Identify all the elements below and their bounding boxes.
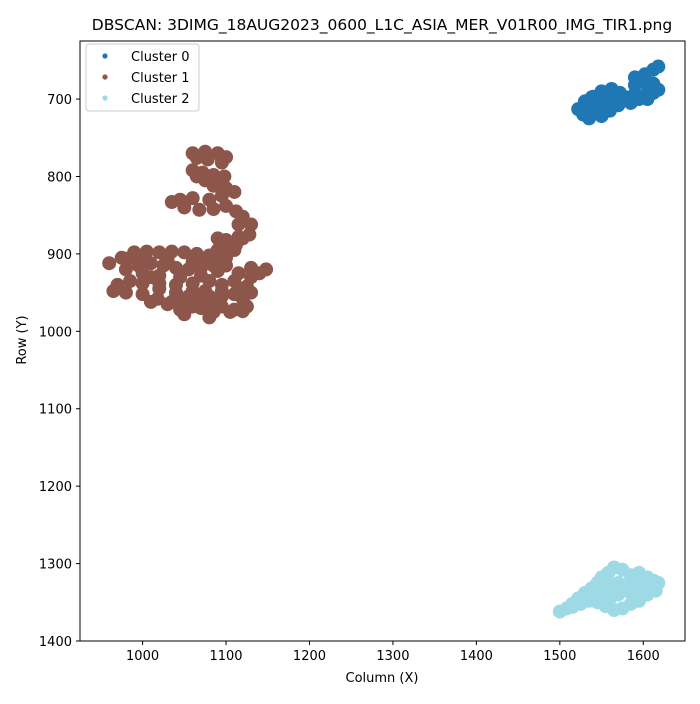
legend-marker-cluster-2: [102, 95, 108, 101]
point-cluster-1-118: [143, 270, 158, 285]
point-cluster-1-113: [198, 256, 213, 271]
x-tick-label: 1600: [627, 649, 660, 664]
point-cluster-1-79: [106, 284, 121, 299]
point-cluster-1-13: [189, 169, 204, 184]
point-cluster-1-111: [160, 253, 175, 268]
point-cluster-1-98: [206, 304, 221, 319]
point-cluster-1-39: [102, 256, 117, 271]
y-tick-label: 1400: [39, 635, 72, 650]
point-cluster-1-23: [192, 202, 207, 217]
legend-label-cluster-0: Cluster 0: [131, 50, 190, 65]
x-tick-label: 1500: [543, 649, 576, 664]
point-cluster-2-36: [602, 591, 617, 606]
series-cluster-1: [102, 144, 274, 325]
point-cluster-1-67: [259, 262, 274, 277]
y-axis-ticks: 700 800 900 1000 1100 1200 1300 1400: [39, 93, 80, 650]
point-cluster-1-16: [227, 184, 242, 199]
x-tick-label: 1300: [376, 649, 409, 664]
point-cluster-1-63: [219, 258, 234, 273]
point-cluster-2-26: [565, 599, 580, 614]
point-cluster-0-34: [584, 90, 599, 105]
point-cluster-1-5: [200, 152, 215, 167]
point-cluster-1-115: [152, 281, 167, 296]
legend-marker-cluster-1: [102, 74, 108, 80]
y-tick-label: 900: [47, 248, 72, 263]
point-cluster-1-22: [177, 200, 192, 215]
x-tick-label: 1000: [126, 649, 159, 664]
point-cluster-1-104: [168, 285, 183, 300]
point-cluster-1-101: [194, 301, 208, 316]
point-cluster-1-28: [231, 217, 246, 232]
y-tick-label: 1000: [39, 325, 72, 340]
y-tick-label: 1300: [39, 558, 72, 573]
point-cluster-0-19: [642, 80, 657, 95]
y-tick-label: 1200: [39, 480, 72, 495]
point-cluster-1-36: [235, 231, 250, 246]
y-tick-label: 1100: [39, 403, 72, 418]
point-cluster-1-108: [231, 281, 246, 296]
point-cluster-1-100: [235, 304, 250, 319]
point-cluster-1-109: [244, 285, 259, 300]
point-cluster-0-29: [607, 95, 622, 110]
legend-label-cluster-2: Cluster 2: [131, 92, 190, 107]
point-cluster-0-33: [640, 92, 655, 107]
point-cluster-1-24: [206, 202, 221, 216]
x-tick-label: 1400: [460, 649, 493, 664]
y-axis-label: Row (Y): [15, 315, 30, 364]
point-cluster-1-77: [123, 274, 138, 288]
point-cluster-1-45: [177, 245, 192, 260]
point-cluster-0-30: [579, 101, 594, 116]
series-cluster-2: [552, 560, 666, 619]
point-cluster-0-32: [627, 78, 642, 93]
legend-marker-cluster-0: [102, 53, 108, 59]
point-cluster-2-39: [632, 581, 647, 596]
chart-title: DBSCAN: 3DIMG_18AUG2023_0600_L1C_ASIA_ME…: [92, 16, 672, 35]
point-cluster-1-99: [223, 304, 238, 319]
point-cluster-0-31: [590, 101, 605, 116]
legend: Cluster 0 Cluster 1 Cluster 2: [85, 43, 200, 112]
point-cluster-1-6: [189, 150, 204, 165]
point-cluster-2-38: [598, 572, 613, 587]
points-layer: [102, 59, 666, 619]
point-cluster-1-106: [198, 284, 213, 299]
x-tick-label: 1100: [209, 649, 242, 664]
plot-frame: [79, 40, 686, 642]
y-tick-label: 800: [47, 170, 72, 185]
y-tick-label: 700: [47, 93, 72, 108]
point-cluster-1-110: [135, 250, 150, 265]
series-cluster-0: [571, 59, 666, 126]
point-cluster-1-19: [185, 191, 200, 206]
x-axis-ticks: 1000 1100 1200 1300 1400 1500 1600: [126, 641, 660, 664]
point-cluster-1-112: [185, 254, 200, 269]
point-cluster-1-117: [210, 293, 225, 308]
x-tick-label: 1200: [293, 649, 326, 664]
point-cluster-1-80: [118, 285, 133, 300]
point-cluster-1-4: [214, 155, 229, 170]
point-cluster-1-14: [206, 178, 221, 193]
point-cluster-2-34: [644, 579, 659, 594]
point-cluster-1-57: [118, 262, 133, 277]
legend-label-cluster-1: Cluster 1: [131, 71, 190, 86]
point-cluster-1-68: [244, 260, 259, 275]
x-axis-label: Column (X): [346, 671, 419, 686]
point-cluster-1-103: [143, 294, 158, 309]
legend-box: [85, 43, 200, 112]
point-cluster-0-18: [651, 59, 666, 74]
point-cluster-1-114: [210, 243, 225, 258]
point-cluster-1-116: [181, 289, 196, 304]
point-cluster-1-21: [164, 195, 179, 210]
point-cluster-1-102: [160, 297, 175, 312]
point-cluster-1-96: [177, 307, 192, 322]
point-cluster-1-119: [123, 250, 138, 265]
